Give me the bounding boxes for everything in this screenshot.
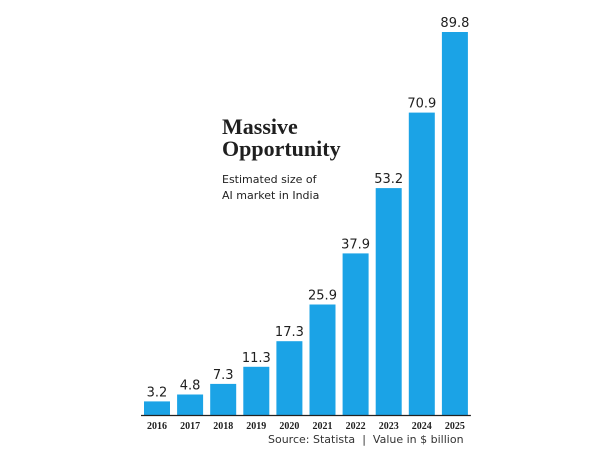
x-tick-label-2019: 2019	[246, 421, 266, 432]
value-label-2019: 11.3	[242, 351, 271, 366]
unit-note: Value in $ billion	[372, 433, 464, 446]
x-tick-label-2024: 2024	[412, 421, 432, 432]
x-tick-label-2021: 2021	[313, 421, 333, 432]
source-separator: |	[362, 433, 366, 446]
value-label-2024: 70.9	[407, 97, 436, 112]
x-tick-label-2023: 2023	[379, 421, 399, 432]
bar-2018	[210, 383, 237, 415]
value-label-2017: 4.8	[180, 379, 201, 394]
x-tick-labels-layer: 2016 2017 2018 2019 2020 2021 2022 2023 2024 2025	[147, 421, 465, 432]
x-tick-label-2016: 2016	[147, 421, 167, 432]
chart-subtitle-line-2: AI market in India	[222, 189, 320, 202]
bar-2022	[342, 253, 369, 415]
value-label-2023: 53.2	[374, 172, 403, 187]
bar-2024	[408, 112, 435, 415]
value-label-2025: 89.8	[440, 16, 469, 31]
x-tick-label-2020: 2020	[279, 421, 299, 432]
bar-2016	[144, 401, 170, 415]
source-text: Source: Statista	[268, 433, 356, 446]
x-tick-label-2025: 2025	[445, 421, 465, 432]
x-tick-label-2017: 2017	[180, 421, 200, 432]
bar-2025	[441, 32, 468, 415]
bar-2019	[243, 366, 270, 415]
bars-layer	[144, 32, 468, 415]
bar-2021	[309, 304, 336, 415]
chart-subtitle-line-1: Estimated size of	[222, 173, 317, 186]
chart-title: Massive Opportunity	[222, 116, 382, 160]
x-tick-label-2022: 2022	[346, 421, 366, 432]
value-label-2021: 25.9	[308, 289, 337, 304]
source-note: Source: Statista | Value in $ billion	[268, 433, 464, 446]
value-label-2022: 37.9	[341, 237, 370, 252]
chart-title-line-2: Opportunity	[222, 136, 341, 161]
value-label-2018: 7.3	[213, 368, 234, 383]
value-labels-layer: 3.2 4.8 7.3 11.3 17.3 25.9 37.9 53.2 70.9 89.8	[147, 16, 470, 400]
chart-subtitle: Estimated size of AI market in India	[222, 172, 342, 204]
bar-2017	[177, 394, 204, 415]
bar-2020	[276, 341, 303, 415]
bar-2023	[375, 188, 402, 415]
value-label-2016: 3.2	[147, 385, 168, 400]
x-tick-label-2018: 2018	[213, 421, 233, 432]
value-label-2020: 17.3	[275, 325, 304, 340]
chart-title-line-1: Massive	[222, 114, 298, 139]
